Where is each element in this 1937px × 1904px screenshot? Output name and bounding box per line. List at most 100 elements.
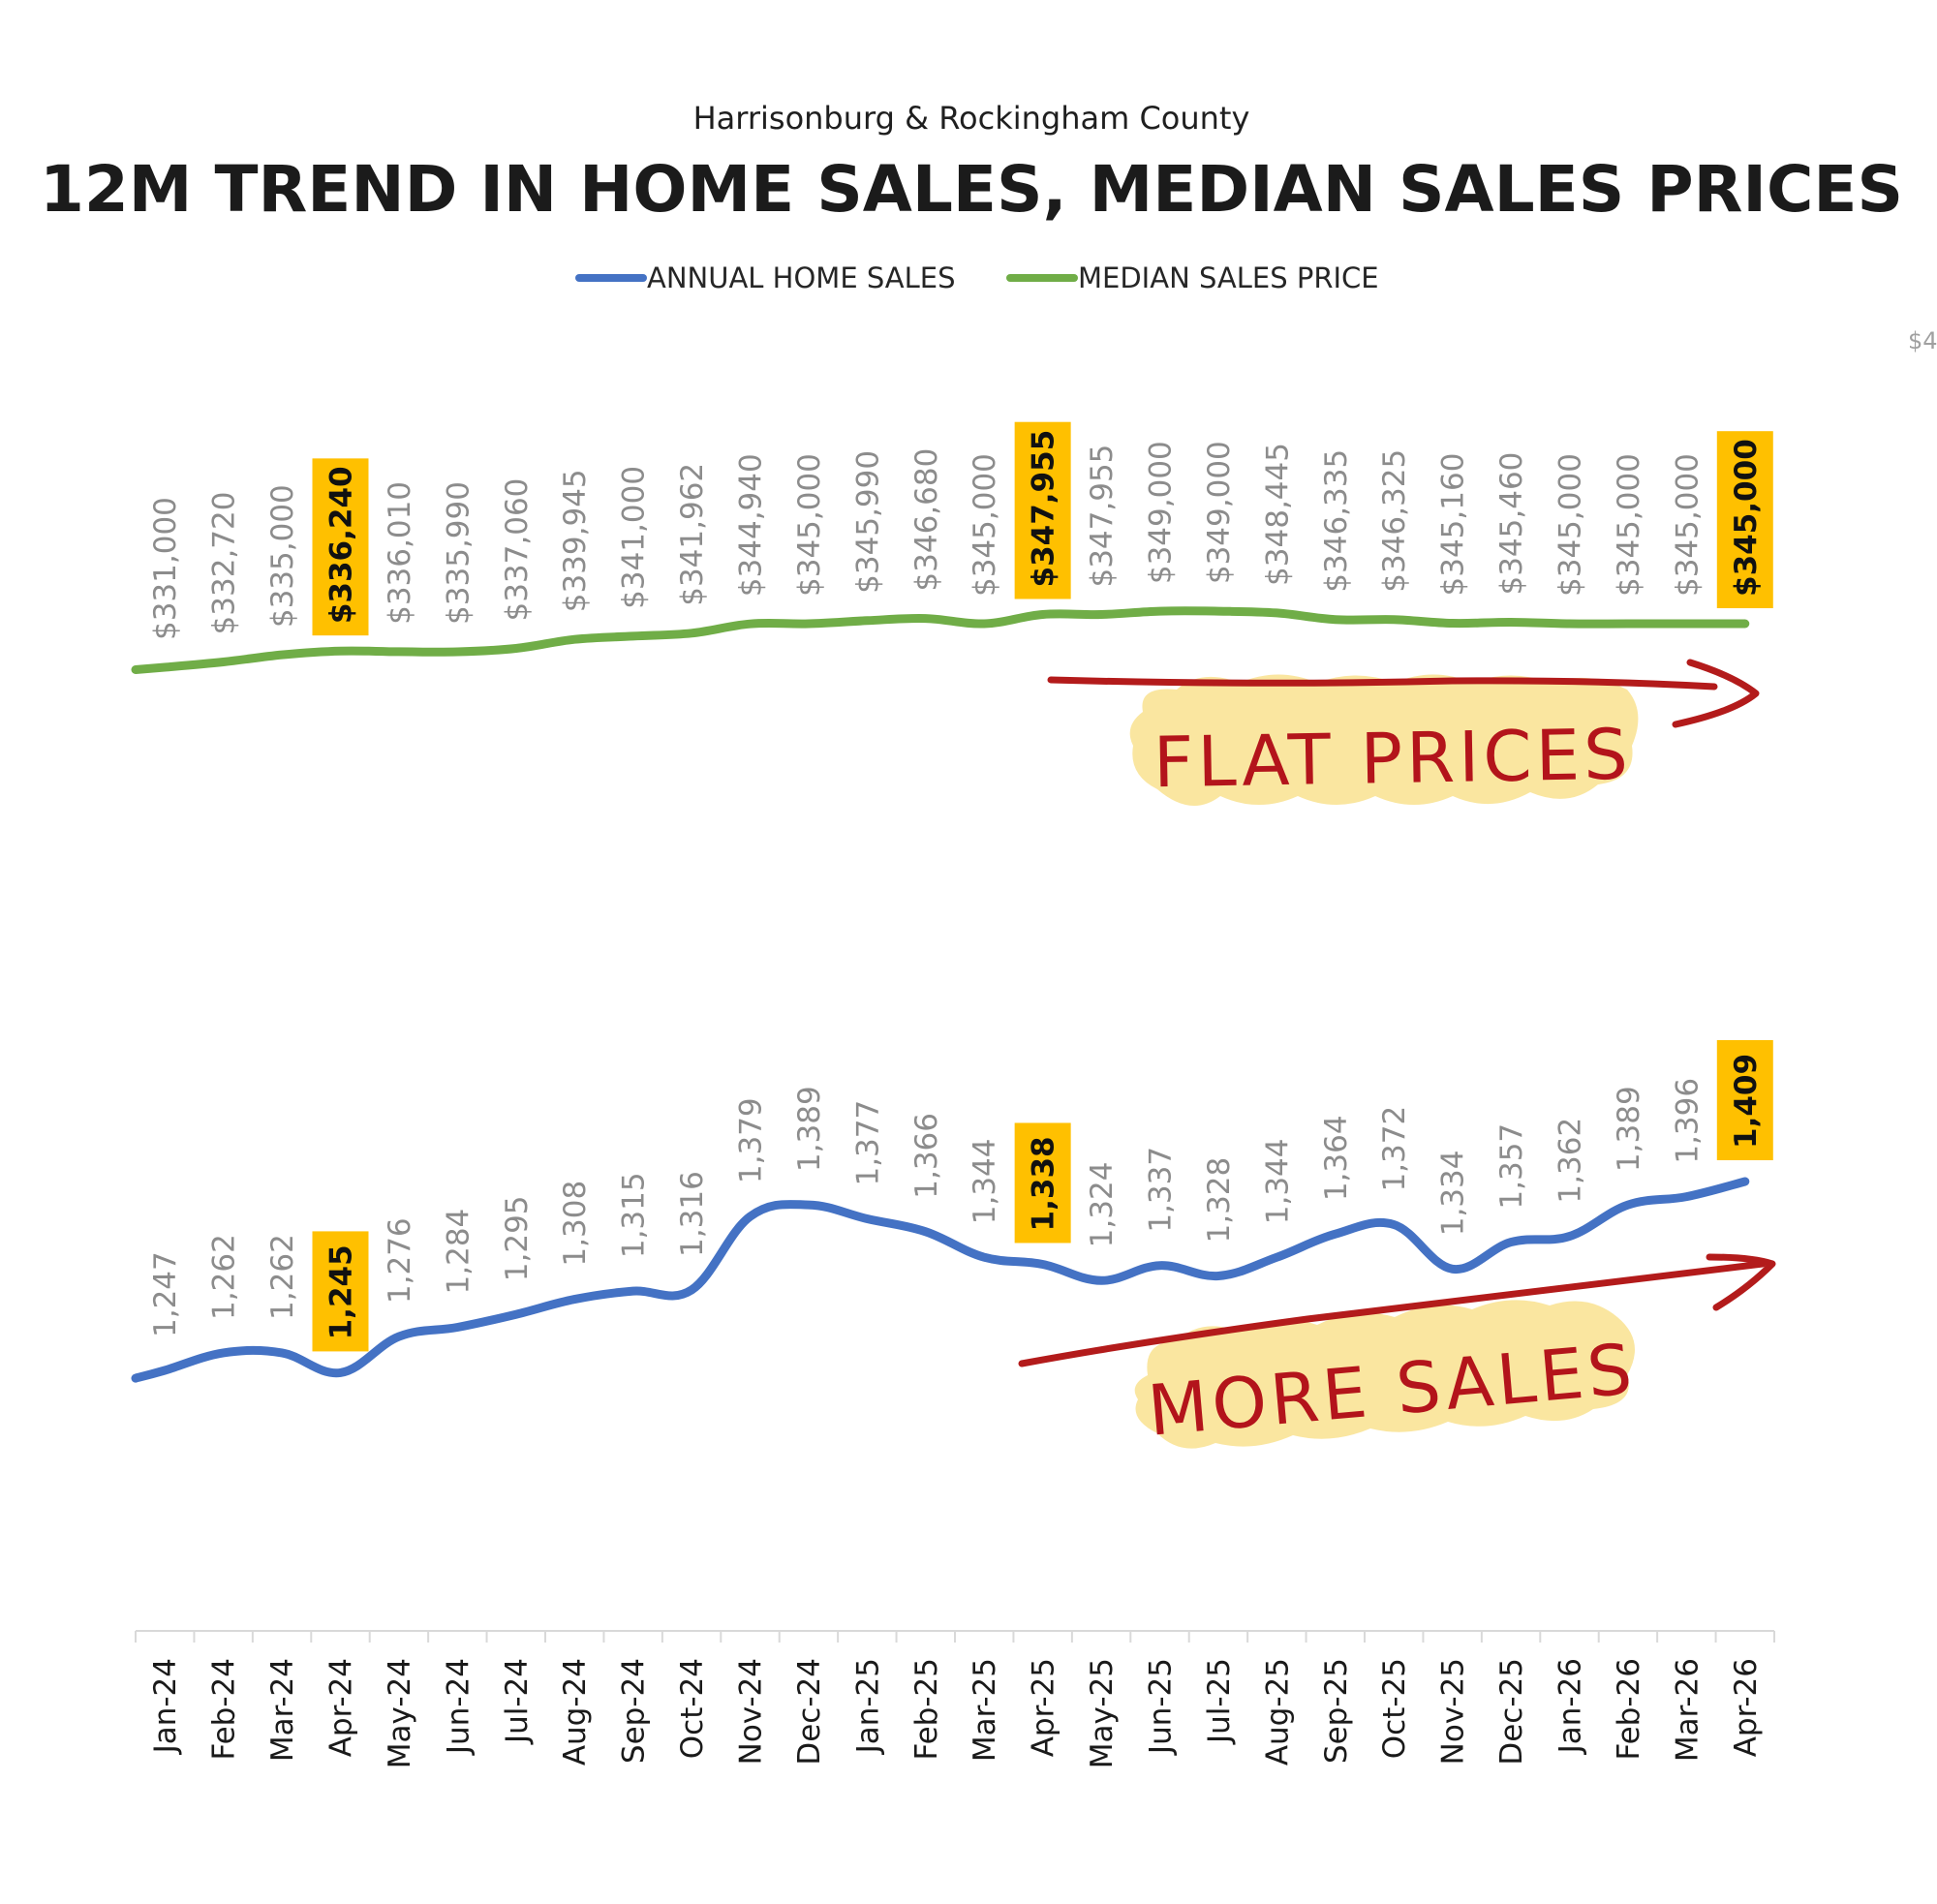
sales-data-label: 1,344 [968,1138,1002,1224]
sales-data-label: 1,334 [1436,1151,1471,1237]
secondary-axis-clipped-label: $4 [1908,327,1937,354]
sales-data-label: 1,389 [792,1086,827,1172]
price-data-label: $337,060 [500,478,535,622]
price-data-label: $345,000 [1612,453,1646,597]
x-tick-label: Apr-25 [1027,1658,1061,1757]
sales-highlight-box [1716,1040,1773,1160]
price-data-label: $346,680 [909,448,944,592]
price-data-label: $349,000 [1144,441,1179,584]
sales-data-label: 1,357 [1494,1123,1529,1210]
x-axis-ticks: Jan-24 Feb-24 Mar-24 Apr-24 May-24 Jun-24 Jul-… [135,1631,1775,1768]
sales-data-label: 1,328 [1202,1157,1237,1244]
x-tick-label: Jan-26 [1553,1658,1588,1755]
price-data-label: $335,000 [265,484,300,628]
sales-data-label: 1,372 [1377,1106,1412,1192]
price-line [131,606,1750,674]
price-data-label: $346,335 [1319,449,1354,593]
x-tick-label: Dec-25 [1494,1658,1529,1766]
price-data-label: $341,962 [675,463,710,606]
x-tick-label: Jun-24 [441,1658,476,1756]
price-data-label: $344,940 [734,453,769,597]
flat-prices-label: FLAT PRICES [1153,714,1632,804]
price-data-label: $345,000 [1553,453,1588,597]
price-series: $331,000 $332,720 $335,000 $336,240 $336,010… [131,421,1773,674]
x-tick-label: Nov-25 [1436,1658,1471,1765]
sales-data-label: 1,308 [558,1181,593,1267]
x-tick-label: Sep-24 [617,1658,652,1764]
flat-prices-highlight [1129,674,1639,806]
price-data-label: $339,945 [558,469,593,612]
sales-data-label: 1,315 [617,1172,652,1258]
sales-data-label: 1,262 [207,1234,242,1320]
flat-prices-arrow [1047,659,1760,728]
sales-data-label: 1,409 [1729,1054,1764,1149]
price-data-label: $336,010 [383,481,417,625]
sales-data-label: 1,337 [1144,1147,1179,1233]
price-data-label: $345,000 [1729,439,1764,597]
x-tick-label: Oct-24 [675,1658,710,1759]
x-tick-label: Apr-26 [1729,1658,1764,1757]
sales-data-label: 1,247 [148,1251,183,1337]
price-data-label: $345,000 [792,453,827,597]
sales-highlight-box [1014,1122,1071,1244]
x-tick-label: Jan-25 [850,1658,885,1755]
x-tick-label: Mar-24 [265,1658,300,1762]
x-tick-label: Jul-24 [500,1658,535,1745]
legend: ANNUAL HOME SALES MEDIAN SALES PRICE [575,261,1379,294]
sales-data-label: 1,262 [265,1234,300,1320]
price-data-label: $336,240 [324,466,359,624]
sales-data-label: 1,379 [734,1097,769,1183]
chart-title: 12M TREND IN HOME SALES, MEDIAN SALES PR… [40,152,1903,227]
chart-subtitle: Harrisonburg & Rockingham County [693,100,1250,137]
legend-label-price: MEDIAN SALES PRICE [1078,261,1379,294]
x-tick-label: Jan-24 [148,1658,183,1755]
sales-line [131,1177,1750,1383]
x-tick-label: Apr-24 [324,1658,359,1757]
sales-data-label: 1,276 [383,1217,417,1304]
x-tick-label: Mar-25 [968,1658,1002,1762]
x-tick-label: Sep-25 [1319,1658,1354,1764]
legend-label-sales: ANNUAL HOME SALES [647,261,956,294]
sales-series: 1,247 1,262 1,262 1,245 1,276 1,284 1,295 1,308… [131,1040,1773,1383]
x-tick-label: Jun-25 [1144,1658,1179,1756]
price-data-label: $345,160 [1436,453,1471,597]
sales-data-label: 1,338 [1027,1136,1061,1231]
sales-data-label: 1,295 [500,1195,535,1281]
sales-data-label: 1,366 [909,1113,944,1199]
x-tick-label: Oct-25 [1377,1658,1412,1759]
price-data-label: $335,990 [441,481,476,625]
x-tick-label: Feb-25 [909,1658,944,1761]
sales-data-label: 1,364 [1319,1115,1354,1201]
price-data-label: $345,460 [1494,452,1529,596]
price-data-label: $332,720 [207,492,242,635]
more-sales-annotation: MORE SALES [1018,1253,1776,1452]
price-data-label: $347,955 [1027,430,1061,588]
x-tick-label: Feb-24 [207,1658,242,1761]
sales-data-label: 1,377 [850,1100,885,1186]
price-data-label: $346,325 [1377,449,1412,593]
sales-data-label: 1,396 [1670,1078,1705,1164]
sales-data-label: 1,324 [1085,1162,1120,1248]
more-sales-highlight [1134,1300,1635,1449]
x-tick-label: May-25 [1085,1658,1120,1768]
price-data-label: $347,955 [1085,445,1120,588]
x-tick-label: Nov-24 [734,1658,769,1765]
x-tick-label: May-24 [383,1658,417,1768]
x-tick-label: Dec-24 [792,1658,827,1766]
price-data-label: $348,445 [1260,443,1295,586]
sales-data-label: 1,245 [324,1244,359,1339]
price-highlight-box [1014,421,1071,599]
x-tick-label: Mar-26 [1670,1658,1705,1762]
x-tick-label: Aug-25 [1260,1658,1295,1766]
price-data-label: $341,000 [617,466,652,609]
x-tick-label: Aug-24 [558,1658,593,1766]
sales-highlight-box [312,1231,369,1352]
sales-data-label: 1,284 [441,1209,476,1295]
price-highlight-box [312,458,369,636]
more-sales-arrow [1018,1253,1776,1367]
flat-prices-annotation: FLAT PRICES [1047,659,1760,806]
x-tick-label: Feb-26 [1612,1658,1646,1761]
sales-data-label: 1,362 [1553,1118,1588,1204]
price-data-label: $349,000 [1202,441,1237,584]
